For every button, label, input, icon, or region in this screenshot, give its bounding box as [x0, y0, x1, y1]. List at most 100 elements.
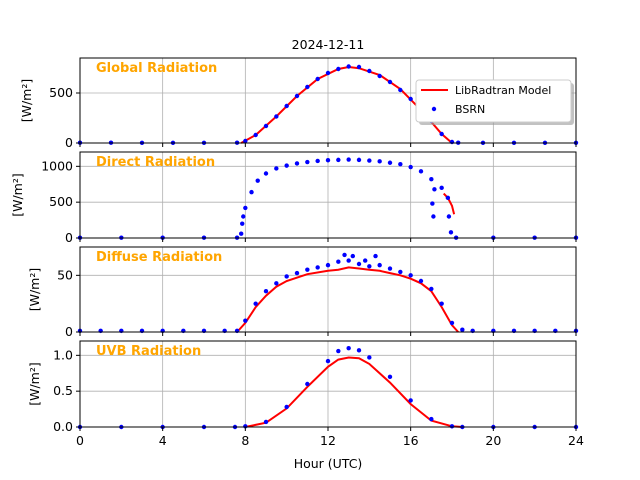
y-tick-label: 50 — [57, 267, 73, 282]
bsrn-point — [429, 177, 434, 182]
bsrn-point — [342, 252, 347, 258]
y-axis-label: [W/m²] — [10, 173, 25, 217]
bsrn-point — [387, 374, 393, 380]
bsrn-point — [439, 131, 444, 137]
bsrn-point — [263, 123, 269, 129]
y-axis-label: [W/m²] — [27, 362, 42, 406]
y-tick-label: 0 — [65, 135, 73, 150]
bsrn-point — [249, 189, 254, 195]
bsrn-point — [243, 205, 248, 211]
y-tick-label: 500 — [49, 85, 73, 100]
y-tick-label: 1.0 — [53, 347, 73, 362]
bsrn-point — [284, 103, 289, 109]
bsrn-point — [241, 214, 246, 219]
bsrn-points — [77, 157, 579, 240]
bsrn-point — [429, 416, 434, 422]
bsrn-point — [274, 281, 279, 286]
panel-title: Diffuse Radiation — [96, 250, 222, 265]
x-tick-label: 12 — [320, 433, 336, 448]
bsrn-point — [284, 274, 289, 279]
bsrn-point — [387, 160, 393, 165]
bsrn-point — [325, 262, 331, 268]
bsrn-point — [377, 73, 382, 79]
panel-2: 0 500 1000 Direct Radiation [W/m²] — [10, 151, 579, 245]
bsrn-point — [336, 348, 341, 354]
y-tick-label: 0 — [65, 324, 73, 339]
bsrn-point — [439, 301, 444, 306]
bsrn-point — [346, 157, 351, 162]
bsrn-point — [367, 264, 372, 269]
panel-title: Global Radiation — [96, 61, 217, 76]
bsrn-point — [294, 270, 300, 276]
y-axis-label: [W/m²] — [27, 268, 42, 312]
panel-1: 0 500 Global Radiation [W/m²] — [19, 57, 579, 150]
bsrn-point — [432, 187, 437, 192]
bsrn-point — [356, 64, 362, 70]
bsrn-point — [448, 230, 454, 235]
bsrn-point — [305, 267, 310, 272]
bsrn-point — [346, 258, 351, 263]
bsrn-point — [387, 79, 393, 85]
model-line — [442, 192, 456, 215]
y-tick-label: 0 — [65, 230, 73, 245]
bsrn-point — [243, 138, 248, 144]
x-tick-label: 24 — [568, 433, 584, 448]
x-tick-label: 8 — [241, 433, 249, 448]
bsrn-point — [255, 178, 260, 183]
bsrn-point — [446, 214, 452, 219]
bsrn-point — [377, 159, 382, 164]
bsrn-point — [418, 278, 424, 284]
bsrn-point — [430, 201, 435, 206]
y-tick-label: 0.0 — [53, 419, 73, 434]
bsrn-point — [253, 132, 258, 138]
bsrn-point — [336, 66, 341, 72]
bsrn-point — [336, 157, 341, 163]
bsrn-point — [239, 231, 244, 236]
bsrn-point — [449, 139, 455, 145]
bsrn-point — [367, 355, 372, 360]
legend-model-label: LibRadtran Model — [455, 84, 551, 97]
bsrn-point — [274, 166, 279, 171]
bsrn-point — [253, 301, 258, 306]
bsrn-point — [449, 424, 455, 429]
x-tick-label: 20 — [485, 433, 501, 448]
bsrn-point — [356, 261, 362, 267]
bsrn-point — [315, 158, 320, 164]
legend-bsrn-swatch — [431, 106, 437, 112]
bsrn-point — [305, 159, 310, 165]
bsrn-point — [387, 266, 393, 271]
bsrn-point — [284, 163, 289, 168]
x-tick-label: 16 — [403, 433, 419, 448]
bsrn-point — [325, 70, 331, 76]
bsrn-point — [315, 265, 320, 270]
bsrn-point — [398, 161, 403, 167]
bsrn-point — [263, 289, 269, 294]
bsrn-point — [346, 345, 351, 351]
legend-bsrn-label: BSRN — [455, 103, 485, 116]
bsrn-point — [373, 253, 378, 259]
bsrn-point — [431, 214, 436, 219]
y-tick-label: 1000 — [41, 158, 73, 173]
bsrn-point — [460, 327, 465, 332]
bsrn-point — [408, 96, 413, 102]
bsrn-point — [439, 185, 444, 191]
bsrn-point — [418, 169, 424, 174]
bsrn-point — [367, 158, 372, 163]
bsrn-point — [445, 195, 451, 201]
chart-title: 2024-12-11 — [292, 37, 365, 52]
y-tick-label: 0.5 — [53, 383, 73, 398]
bsrn-point — [325, 158, 331, 163]
bsrn-point — [294, 161, 300, 166]
y-axis-label: [W/m²] — [19, 79, 34, 123]
bsrn-point — [284, 404, 289, 410]
legend-box — [415, 79, 572, 123]
bsrn-point — [305, 84, 310, 90]
panel-3: 0 50 Diffuse Radiation [W/m²] — [27, 246, 579, 339]
bsrn-point — [315, 76, 320, 82]
bsrn-point — [429, 286, 434, 292]
bsrn-point — [346, 64, 351, 69]
bsrn-point — [294, 93, 300, 99]
bsrn-point — [408, 398, 413, 403]
